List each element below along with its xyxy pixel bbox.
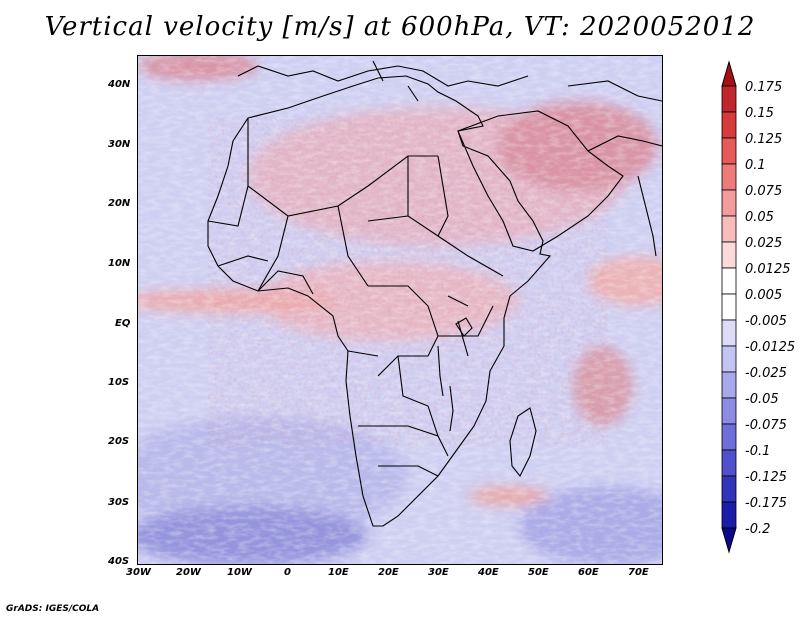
coastlines bbox=[207, 60, 662, 527]
colorbar-swatch bbox=[721, 345, 737, 373]
lon-label: 70E bbox=[628, 567, 649, 578]
colorbar-swatch bbox=[721, 137, 737, 165]
colorbar-swatch bbox=[721, 319, 737, 347]
colorbar-label: -0.175 bbox=[745, 496, 787, 511]
colorbar-swatch bbox=[721, 85, 737, 113]
lat-label: 30N bbox=[108, 139, 131, 150]
lon-label: 0 bbox=[284, 567, 291, 578]
lon-label: 60E bbox=[578, 567, 599, 578]
colorbar-label: -0.2 bbox=[745, 522, 771, 537]
colorbar-label: -0.05 bbox=[745, 392, 779, 407]
colorbar bbox=[721, 60, 737, 554]
lat-label: 40S bbox=[108, 556, 130, 567]
colorbar-swatch bbox=[721, 371, 737, 399]
colorbar-label: -0.005 bbox=[745, 314, 787, 329]
colorbar-swatch bbox=[721, 423, 737, 451]
lat-label: EQ bbox=[115, 318, 131, 329]
lat-label: 20S bbox=[108, 436, 130, 447]
colorbar-swatch bbox=[721, 189, 737, 217]
colorbar-label: -0.075 bbox=[745, 418, 787, 433]
map-title: Vertical velocity [m/s] at 600hPa, VT: 2… bbox=[44, 12, 756, 42]
lat-label: 20N bbox=[108, 198, 131, 209]
colorbar-swatch bbox=[721, 397, 737, 425]
colorbar-swatch bbox=[721, 475, 737, 503]
colorbar-swatch bbox=[721, 163, 737, 191]
lat-label: 30S bbox=[108, 497, 130, 508]
lon-label: 40E bbox=[478, 567, 499, 578]
colorbar-swatch bbox=[721, 449, 737, 477]
colorbar-label: 0.125 bbox=[745, 132, 783, 147]
colorbar-swatch bbox=[721, 501, 737, 529]
colorbar-top-arrow bbox=[721, 60, 737, 87]
colorbar-label: 0.05 bbox=[745, 210, 774, 225]
colorbar-label: 0.175 bbox=[745, 80, 783, 95]
lon-label: 20W bbox=[176, 567, 201, 578]
map-panel bbox=[137, 55, 663, 565]
colorbar-swatch bbox=[721, 111, 737, 139]
lon-label: 30W bbox=[126, 567, 151, 578]
credit-text: GrADS: IGES/COLA bbox=[6, 604, 100, 614]
colorbar-label: -0.0125 bbox=[745, 340, 796, 355]
lon-label: 10E bbox=[328, 567, 349, 578]
lon-label: 10W bbox=[227, 567, 252, 578]
colorbar-label: 0.075 bbox=[745, 184, 783, 199]
colorbar-swatch bbox=[721, 241, 737, 269]
velocity-field bbox=[138, 56, 662, 564]
lat-label: 10S bbox=[108, 377, 130, 388]
lat-label: 10N bbox=[108, 258, 131, 269]
colorbar-label: 0.1 bbox=[745, 158, 766, 173]
colorbar-label: -0.125 bbox=[745, 470, 787, 485]
colorbar-label: 0.005 bbox=[745, 288, 783, 303]
colorbar-label: 0.0125 bbox=[745, 262, 791, 277]
lon-label: 20E bbox=[378, 567, 399, 578]
colorbar-label: 0.025 bbox=[745, 236, 783, 251]
lon-label: 30E bbox=[428, 567, 449, 578]
colorbar-label: 0.15 bbox=[745, 106, 774, 121]
lat-label: 40N bbox=[108, 79, 131, 90]
colorbar-label: -0.1 bbox=[745, 444, 771, 459]
colorbar-swatch bbox=[721, 267, 737, 295]
colorbar-label: -0.025 bbox=[745, 366, 787, 381]
colorbar-swatch bbox=[721, 293, 737, 321]
colorbar-swatch bbox=[721, 215, 737, 243]
colorbar-bottom-arrow bbox=[721, 527, 737, 554]
lon-label: 50E bbox=[528, 567, 549, 578]
